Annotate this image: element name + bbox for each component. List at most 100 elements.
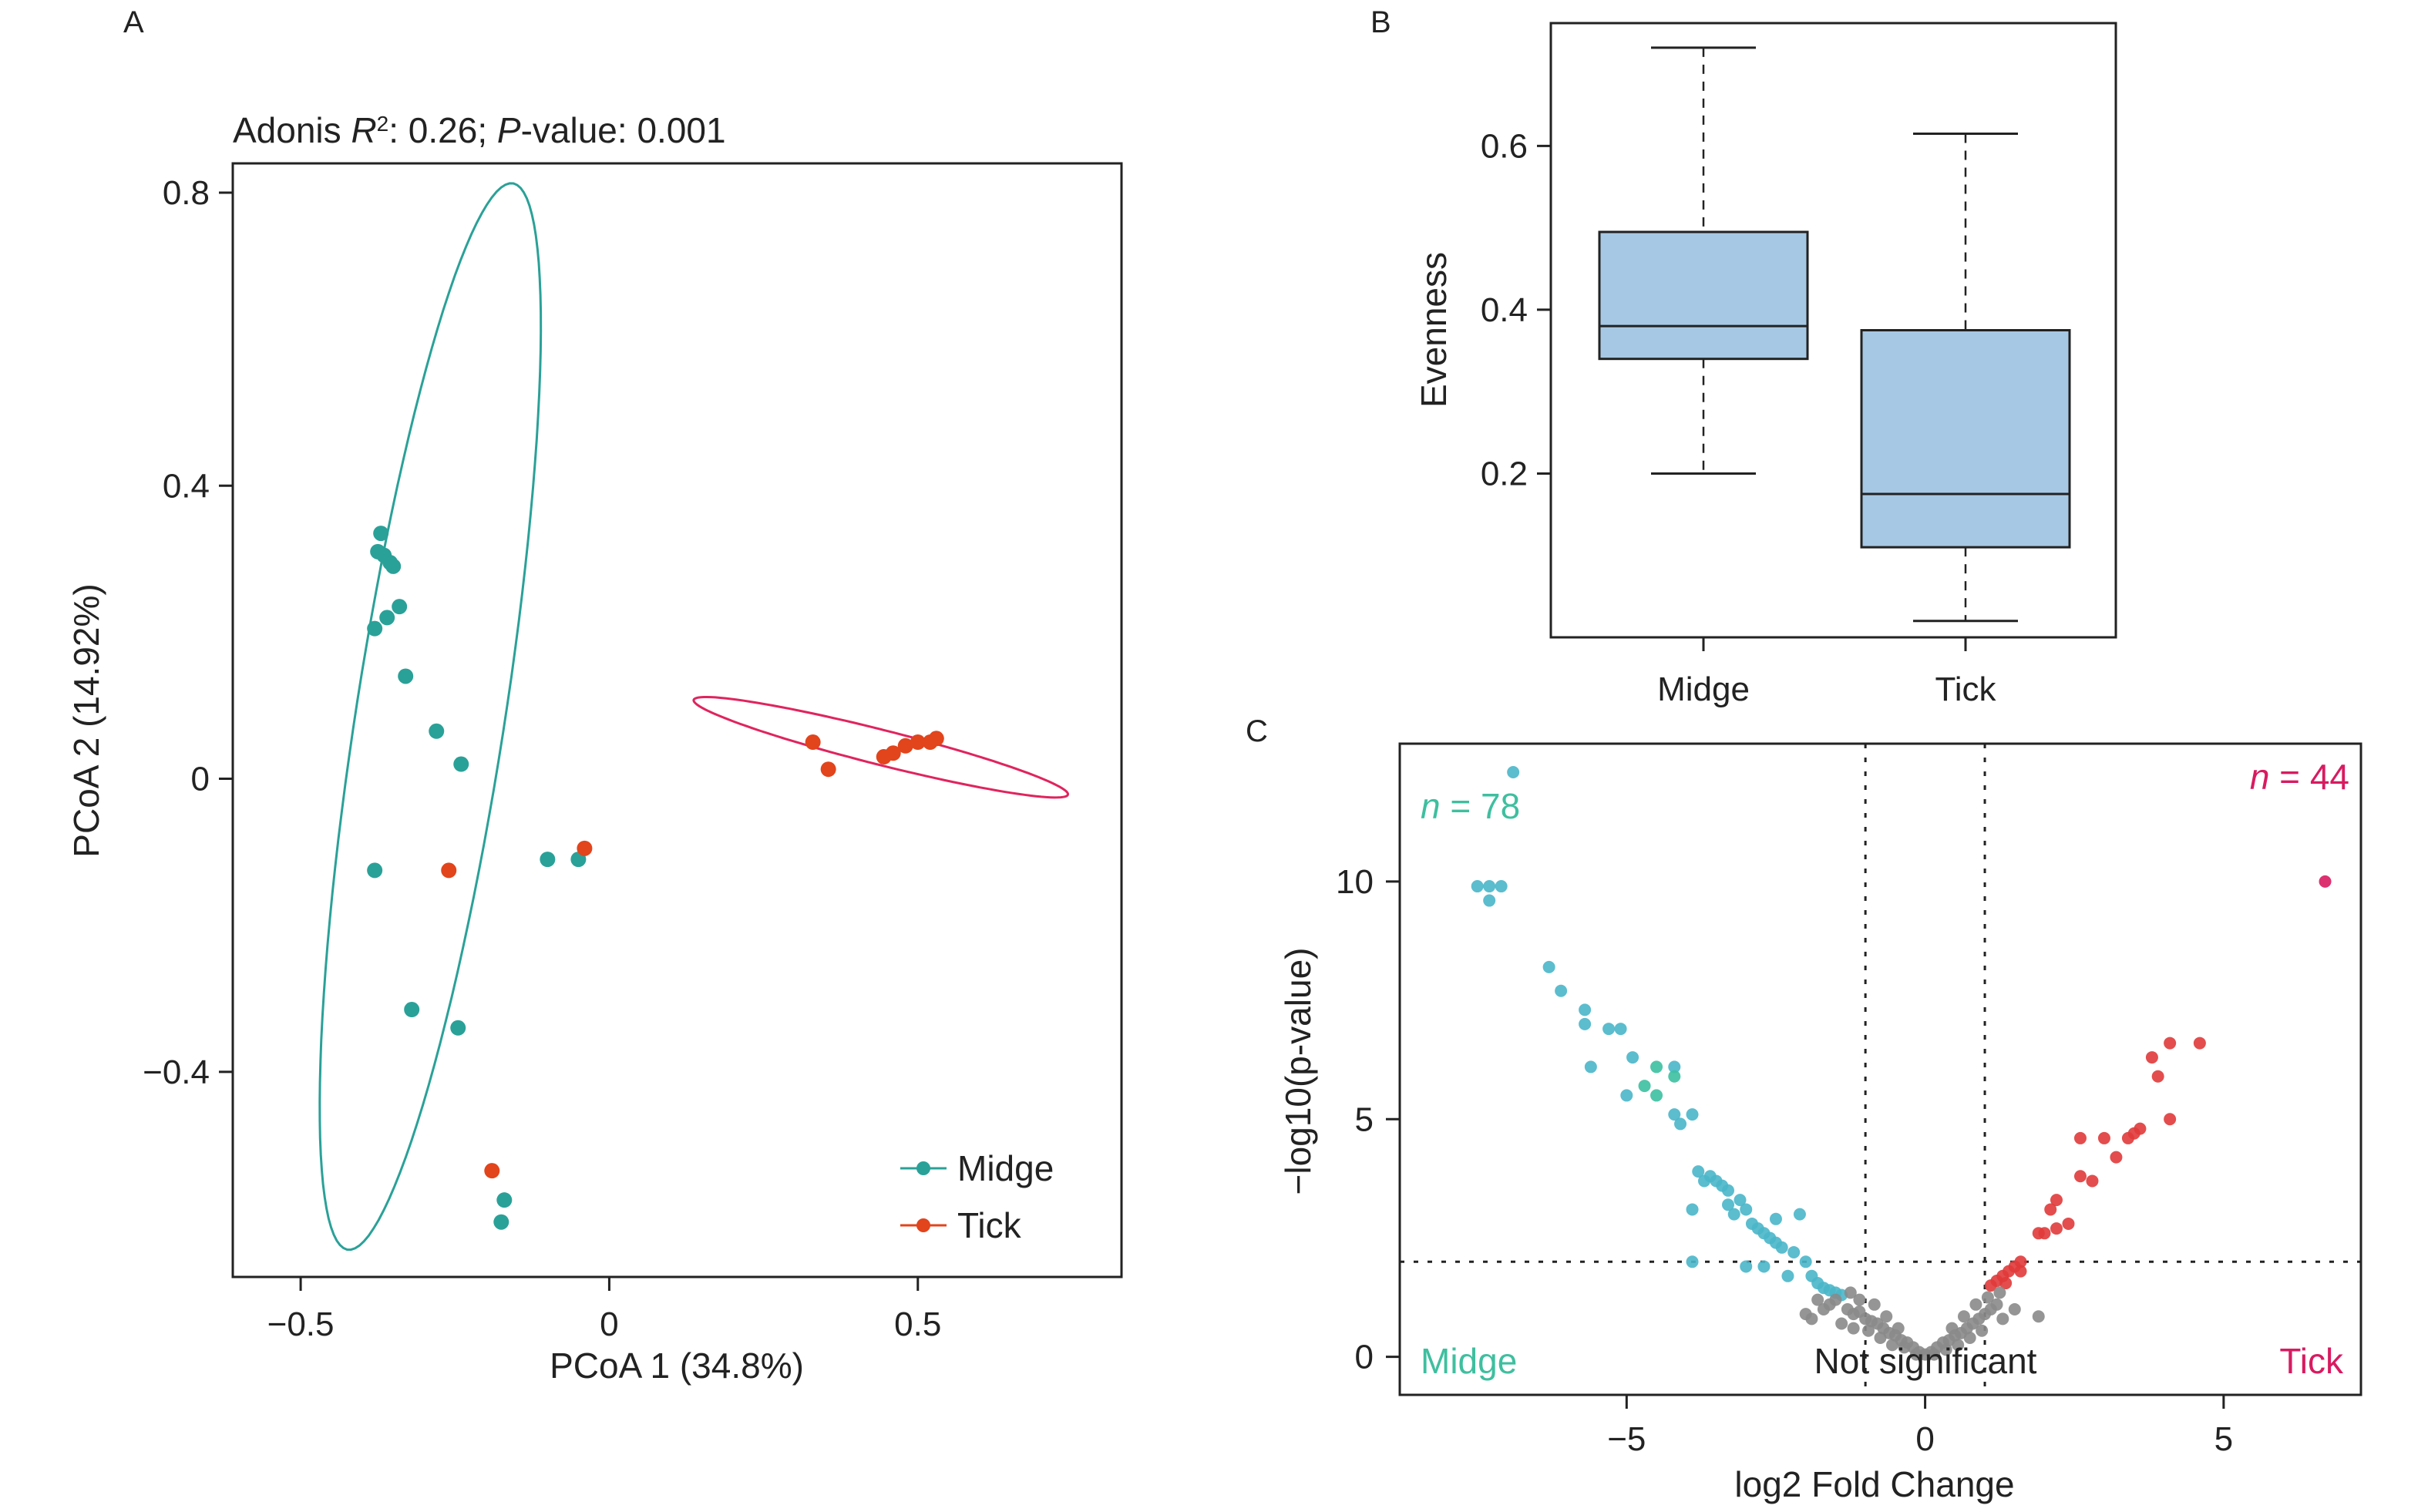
panel-a-letter: A — [123, 5, 144, 39]
panel-b-x-axis: Midge Tick — [1657, 637, 1997, 708]
point-not-significant — [1957, 1310, 1970, 1323]
point-midge — [1579, 1017, 1592, 1030]
panel-c-x-axis-title: log2 Fold Change — [1734, 1464, 2014, 1504]
panel-a-pcoa: A Adonis R2: 0.26; P-value: 0.001 −0.5 0 0… — [66, 5, 1123, 1386]
point-midge — [453, 756, 469, 772]
point-tick — [2121, 1131, 2134, 1144]
point-tick — [928, 731, 944, 747]
point-not-significant — [1898, 1341, 1911, 1354]
point-midge — [1757, 1260, 1771, 1273]
x-tick-label: −5 — [1607, 1420, 1646, 1458]
y-tick-label: 10 — [1336, 863, 1374, 901]
point-midge — [404, 1002, 420, 1018]
point-tick — [2164, 1113, 2177, 1126]
point-tick — [2151, 1070, 2164, 1083]
point-not-significant — [1874, 1331, 1887, 1344]
point-not-significant — [1829, 1293, 1842, 1306]
point-not-significant — [1990, 1298, 2003, 1311]
tick-count-label: n = 44 — [2250, 757, 2349, 797]
point-tick — [910, 734, 926, 751]
point-not-significant — [2008, 1302, 2021, 1315]
point-not-significant — [1981, 1291, 1994, 1304]
point-not-significant — [1945, 1322, 1959, 1335]
point-not-significant — [1996, 1312, 2009, 1326]
not-significant-label: Not significant — [1814, 1341, 2037, 1381]
point-not-significant — [1799, 1308, 1812, 1321]
panel-a-points — [367, 526, 944, 1230]
tick-region-label: Tick — [2279, 1341, 2344, 1381]
point-midge — [367, 862, 383, 879]
panel-c-plot-frame — [1398, 742, 2362, 1396]
point-midge — [1799, 1255, 1812, 1268]
point-tick — [484, 1163, 500, 1179]
point-not-significant — [1885, 1339, 1898, 1352]
point-not-significant — [1993, 1286, 2006, 1299]
point-midge — [1668, 1060, 1681, 1074]
point-tick — [2032, 1227, 2045, 1240]
panel-a-y-axis: 0.8 0.4 0 −0.4 — [143, 174, 233, 1091]
point-midge — [1686, 1255, 1699, 1268]
point-not-significant — [1853, 1293, 1866, 1306]
point-not-significant — [1952, 1339, 1965, 1352]
point-not-significant — [1939, 1343, 1952, 1356]
point-tick — [820, 761, 836, 778]
ellipse-tick — [692, 696, 1070, 799]
point-midge — [1751, 1222, 1764, 1235]
y-tick-label: 5 — [1355, 1100, 1374, 1138]
panel-a-legend: Midge Tick — [900, 1148, 1054, 1245]
y-tick-label: 0.8 — [163, 174, 210, 212]
point-not-significant — [1928, 1348, 1941, 1361]
panel-b-y-axis: 0.2 0.4 0.6 — [1481, 127, 1551, 492]
point-midge — [1602, 1023, 1616, 1036]
x-tick-label: 0 — [1915, 1420, 1934, 1458]
point-midge — [379, 610, 395, 626]
point-tick — [2319, 875, 2332, 888]
x-tick-label: Tick — [1935, 670, 1996, 708]
point-midge — [450, 1020, 466, 1036]
point-not-significant — [1835, 1317, 1848, 1330]
point-midge — [1555, 984, 1568, 997]
panel-c-points — [1471, 766, 2332, 1361]
y-tick-label: 0 — [1355, 1339, 1374, 1376]
point-midge — [1471, 880, 1484, 893]
point-midge — [496, 1192, 513, 1208]
point-not-significant — [1892, 1322, 1905, 1335]
panel-a-ellipses — [318, 182, 1070, 1252]
point-midge — [1668, 1108, 1681, 1121]
y-tick-label: 0.6 — [1481, 127, 1528, 165]
point-midge — [1579, 1003, 1592, 1016]
point-not-significant — [1909, 1348, 1922, 1361]
point-midge — [1650, 1060, 1663, 1074]
panel-c-y-axis-title: −log10(p-value) — [1278, 948, 1318, 1195]
y-tick-label: −0.4 — [143, 1053, 210, 1091]
point-midge — [1740, 1203, 1753, 1216]
panel-c-threshold-lines — [1400, 744, 2361, 1395]
panel-a-plot-frame — [231, 162, 1123, 1278]
point-midge — [1769, 1212, 1782, 1225]
point-midge — [367, 620, 383, 637]
point-tick — [2110, 1151, 2123, 1164]
legend-tick-marker — [916, 1218, 930, 1232]
x-tick-label: 0.5 — [894, 1305, 941, 1343]
y-tick-label: 0.4 — [163, 467, 210, 505]
panel-a-x-axis: −0.5 0 0.5 — [267, 1277, 941, 1343]
panel-a-title: Adonis R2: 0.26; P-value: 0.001 — [233, 110, 726, 150]
point-not-significant — [1976, 1324, 1989, 1337]
point-tick — [2073, 1131, 2087, 1144]
point-midge — [385, 558, 402, 574]
point-midge — [1787, 1245, 1801, 1258]
x-tick-label: 0 — [600, 1305, 618, 1343]
point-tick — [2145, 1051, 2158, 1064]
point-midge — [1793, 1208, 1806, 1221]
legend-entry-tick: Tick — [900, 1205, 1022, 1245]
point-midge — [1721, 1198, 1734, 1211]
point-not-significant — [1868, 1298, 1881, 1311]
point-midge — [1734, 1194, 1747, 1207]
point-midge — [1495, 880, 1508, 893]
point-not-significant — [1811, 1293, 1824, 1306]
panel-b-boxes — [1598, 46, 2071, 623]
point-midge — [1620, 1089, 1633, 1102]
point-midge — [1686, 1203, 1699, 1216]
point-not-significant — [1844, 1286, 1857, 1299]
